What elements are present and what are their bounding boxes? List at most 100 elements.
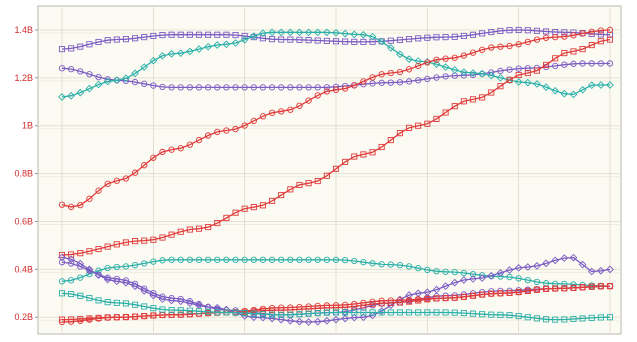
data-point xyxy=(561,50,568,57)
data-point xyxy=(223,84,230,91)
data-point xyxy=(141,162,148,169)
data-point xyxy=(597,314,604,321)
data-point xyxy=(341,29,349,38)
data-point xyxy=(278,108,285,115)
data-point xyxy=(433,74,440,81)
data-point xyxy=(296,256,303,263)
data-point xyxy=(131,78,139,86)
data-point xyxy=(305,84,312,91)
data-point xyxy=(360,259,367,266)
data-point xyxy=(368,32,377,41)
data-point xyxy=(68,290,75,298)
data-point xyxy=(578,85,587,94)
y-tick-label: 0.4B xyxy=(14,264,33,274)
data-point xyxy=(514,78,523,86)
data-point xyxy=(58,253,66,262)
data-point xyxy=(606,60,614,67)
data-point xyxy=(214,309,221,316)
data-point xyxy=(223,31,230,38)
data-point xyxy=(414,57,423,65)
data-point xyxy=(524,65,531,72)
data-point xyxy=(588,42,595,49)
data-point xyxy=(323,316,331,325)
data-point xyxy=(377,37,386,46)
data-point xyxy=(351,309,358,316)
data-point xyxy=(259,202,266,209)
data-point xyxy=(287,84,294,91)
data-point xyxy=(86,270,93,278)
data-point xyxy=(205,308,212,315)
data-point xyxy=(232,32,239,39)
data-point xyxy=(323,37,330,44)
data-point xyxy=(104,243,111,250)
data-point xyxy=(415,35,422,42)
data-point xyxy=(496,269,505,277)
data-point xyxy=(195,31,203,38)
data-point xyxy=(141,260,148,267)
data-point xyxy=(433,309,440,316)
data-point xyxy=(505,266,514,274)
data-point xyxy=(351,303,358,310)
data-point xyxy=(460,293,467,300)
data-point xyxy=(469,71,477,79)
data-point xyxy=(223,214,230,221)
data-point xyxy=(542,83,550,91)
data-point xyxy=(368,311,377,320)
data-point xyxy=(259,113,267,120)
data-point xyxy=(387,299,394,306)
data-point xyxy=(287,256,294,263)
data-point xyxy=(561,285,568,292)
data-point xyxy=(86,267,93,274)
data-point xyxy=(141,303,148,310)
data-point xyxy=(579,30,586,37)
data-point xyxy=(497,290,504,297)
data-point xyxy=(149,56,158,65)
data-point xyxy=(150,289,157,297)
data-point xyxy=(94,80,103,89)
data-point xyxy=(195,45,203,53)
data-point xyxy=(561,280,568,288)
data-point xyxy=(597,27,605,34)
data-point xyxy=(323,309,330,316)
data-point xyxy=(113,299,120,306)
data-point xyxy=(132,35,139,42)
data-point xyxy=(150,154,157,161)
series-line-0 xyxy=(61,29,611,50)
data-point xyxy=(186,141,194,148)
data-point xyxy=(497,273,504,280)
data-point xyxy=(186,307,193,314)
data-point xyxy=(269,307,276,314)
data-point xyxy=(496,73,505,82)
data-point xyxy=(186,226,193,233)
data-point xyxy=(542,34,550,41)
data-point xyxy=(286,28,295,37)
data-point xyxy=(278,84,285,91)
data-point xyxy=(469,270,477,278)
series-5 xyxy=(58,256,614,290)
series-line-2 xyxy=(61,31,610,98)
data-point xyxy=(450,278,459,287)
data-point xyxy=(86,248,93,255)
data-point xyxy=(415,77,422,84)
series-2 xyxy=(58,28,614,101)
data-point xyxy=(396,50,404,59)
data-point xyxy=(561,33,568,40)
data-point xyxy=(77,43,84,50)
data-point xyxy=(488,29,495,36)
data-point xyxy=(131,280,139,288)
data-point xyxy=(286,316,295,325)
y-tick-label: 0.2B xyxy=(14,312,33,322)
data-point xyxy=(287,311,294,318)
data-point xyxy=(606,283,614,290)
data-point xyxy=(77,315,84,323)
data-point xyxy=(433,115,440,122)
data-point xyxy=(552,316,559,323)
y-tick-label: 1B xyxy=(22,121,33,131)
data-point xyxy=(104,37,111,44)
data-point xyxy=(350,313,359,322)
data-point xyxy=(150,82,157,89)
data-point xyxy=(396,79,404,86)
data-point xyxy=(287,36,294,43)
data-point xyxy=(68,316,75,323)
data-point xyxy=(58,46,66,53)
